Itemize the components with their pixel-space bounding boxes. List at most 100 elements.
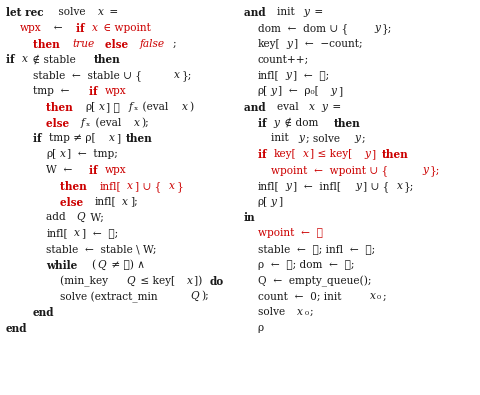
Text: x: x [174, 70, 180, 80]
Text: x: x [22, 55, 28, 64]
Text: if: if [89, 86, 101, 97]
Text: W;: W; [87, 213, 104, 222]
Text: ] ∪ {: ] ∪ { [362, 181, 389, 192]
Text: ρ  ←  ∅; dom  ←  ∅;: ρ ← ∅; dom ← ∅; [257, 260, 354, 270]
Text: x: x [297, 307, 303, 317]
Text: ∉ stable: ∉ stable [29, 55, 80, 64]
Text: =: = [106, 7, 118, 17]
Text: end: end [33, 307, 55, 318]
Text: y: y [355, 181, 361, 191]
Text: infl[: infl[ [95, 197, 116, 207]
Text: true: true [72, 39, 95, 49]
Text: ;: ; [310, 307, 313, 317]
Text: y: y [287, 39, 293, 49]
Text: Q: Q [76, 213, 85, 222]
Text: ]: ] [338, 86, 343, 96]
Text: (min_key: (min_key [60, 276, 111, 287]
Text: if: if [89, 165, 101, 176]
Text: ≠ ∅) ∧: ≠ ∅) ∧ [108, 260, 145, 270]
Text: x: x [309, 102, 315, 112]
Text: stable  ←  stable ∪ {: stable ← stable ∪ { [33, 70, 142, 81]
Text: ]  ←  ∅;: ] ← ∅; [82, 228, 118, 238]
Text: Q: Q [191, 292, 199, 301]
Text: else: else [60, 197, 87, 208]
Text: y: y [422, 165, 428, 175]
Text: x: x [92, 23, 98, 33]
Text: and: and [244, 102, 269, 113]
Text: end: end [6, 323, 27, 334]
Text: tmp  ←: tmp ← [33, 86, 76, 96]
Text: ] ≤ key[: ] ≤ key[ [310, 149, 352, 159]
Text: ∈ wpoint: ∈ wpoint [99, 23, 150, 33]
Text: ρ[: ρ[ [257, 86, 268, 96]
Text: W  ←: W ← [47, 165, 80, 175]
Text: y: y [354, 134, 360, 143]
Text: ]  ←  −count;: ] ← −count; [294, 39, 363, 49]
Text: tmp ≠ ρ[: tmp ≠ ρ[ [49, 134, 96, 143]
Text: ρ[: ρ[ [257, 197, 268, 207]
Text: Q  ←  empty_queue();: Q ← empty_queue(); [257, 276, 371, 287]
Text: ₓ: ₓ [133, 102, 138, 112]
Text: infl[: infl[ [47, 228, 68, 238]
Text: wpx: wpx [105, 165, 127, 175]
Text: init: init [271, 134, 292, 143]
Text: );: ); [142, 118, 149, 128]
Text: ]  ←  infl[: ] ← infl[ [293, 181, 341, 191]
Text: x: x [168, 181, 175, 191]
Text: while: while [47, 260, 82, 271]
Text: wpoint  ←  ∅: wpoint ← ∅ [257, 228, 323, 238]
Text: then: then [47, 102, 77, 113]
Text: ] ⨟: ] ⨟ [107, 102, 124, 112]
Text: x: x [99, 102, 105, 112]
Text: false: false [140, 39, 165, 49]
Text: ₓ: ₓ [86, 118, 91, 128]
Text: ]  ←  ∅;: ] ← ∅; [293, 70, 329, 80]
Text: Q: Q [126, 276, 135, 286]
Text: =: = [328, 102, 341, 112]
Text: wpoint  ←  wpoint ∪ {: wpoint ← wpoint ∪ { [271, 165, 388, 176]
Text: ]: ] [278, 197, 282, 207]
Text: ): ) [189, 102, 193, 112]
Text: ≤ key[: ≤ key[ [137, 276, 176, 286]
Text: dom  ←  dom ∪ {: dom ← dom ∪ { [257, 23, 348, 34]
Text: Q: Q [97, 260, 106, 270]
Text: ];: ]; [130, 197, 138, 207]
Text: x: x [60, 149, 66, 159]
Text: ]): ]) [194, 276, 206, 286]
Text: add: add [47, 213, 70, 222]
Text: else: else [105, 39, 132, 50]
Text: if: if [257, 149, 270, 160]
Text: y: y [365, 149, 371, 159]
Text: };: }; [181, 70, 192, 81]
Text: count  ←  0; init: count ← 0; init [257, 292, 344, 301]
Text: x: x [122, 197, 128, 207]
Text: wpx: wpx [20, 23, 41, 33]
Text: };: }; [404, 181, 414, 192]
Text: count++;: count++; [257, 55, 309, 64]
Text: f: f [81, 118, 85, 128]
Text: solve: solve [257, 307, 288, 317]
Text: x: x [302, 149, 308, 159]
Text: y: y [273, 118, 279, 128]
Text: and: and [244, 7, 269, 18]
Text: x: x [127, 181, 133, 191]
Text: ;: ; [383, 292, 386, 301]
Text: x: x [370, 292, 375, 301]
Text: ρ: ρ [257, 323, 264, 333]
Text: y: y [321, 102, 327, 112]
Text: };: }; [382, 23, 392, 34]
Text: then: then [382, 149, 408, 160]
Text: then: then [94, 55, 121, 66]
Text: x: x [134, 118, 140, 128]
Text: }: } [176, 181, 183, 192]
Text: then: then [126, 134, 153, 145]
Text: ]: ] [117, 134, 124, 143]
Text: f: f [129, 102, 132, 112]
Text: ρ[: ρ[ [47, 149, 57, 159]
Text: else: else [47, 118, 73, 129]
Text: y: y [374, 23, 380, 33]
Text: y: y [271, 197, 276, 207]
Text: ₀: ₀ [377, 292, 381, 301]
Text: stable  ←  ∅; infl  ←  ∅;: stable ← ∅; infl ← ∅; [257, 244, 374, 254]
Text: ]  ←  tmp;: ] ← tmp; [67, 149, 118, 159]
